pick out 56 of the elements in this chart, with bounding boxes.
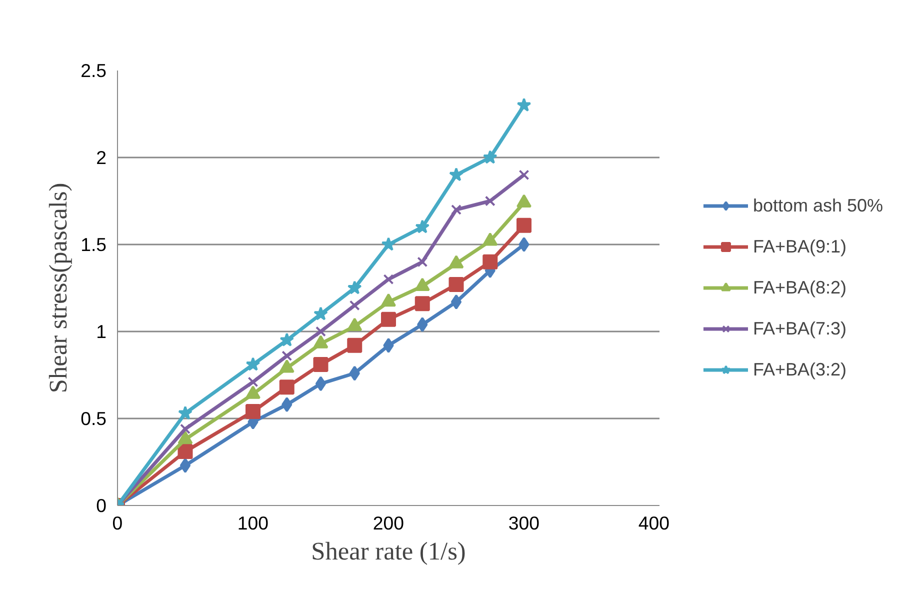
point	[180, 424, 190, 434]
x-tick-label: 200	[372, 512, 404, 534]
x-tick-label: 300	[508, 512, 540, 534]
point	[448, 277, 464, 292]
point	[315, 376, 326, 392]
point	[347, 338, 362, 353]
point	[282, 350, 292, 362]
point	[180, 458, 191, 473]
point	[349, 300, 360, 311]
point	[482, 150, 498, 164]
y-tick-label: 0.5	[80, 408, 107, 429]
y-tick-label: 0	[96, 495, 107, 516]
point	[417, 256, 428, 268]
point	[178, 406, 192, 420]
point	[518, 170, 530, 180]
legend-label: FA+BA(8:2)	[752, 277, 847, 298]
point	[451, 204, 462, 215]
y-tick-label: 1.5	[80, 234, 107, 255]
x-tick-label: 100	[237, 512, 269, 534]
y-tick-label: 2	[96, 147, 107, 168]
point	[246, 404, 260, 420]
point	[415, 220, 430, 234]
point	[246, 357, 260, 371]
y-axis-title: Shear stress(pascals)	[44, 182, 73, 394]
y-tick-label: 2.5	[80, 60, 107, 81]
point	[417, 317, 428, 332]
point	[383, 274, 394, 285]
point	[450, 294, 462, 310]
point	[279, 380, 294, 395]
point	[313, 357, 328, 372]
legend-label: FA+BA(7:3)	[752, 318, 847, 339]
x-tick-label: 400	[638, 512, 670, 534]
point	[383, 338, 394, 353]
legend-label: FA+BA(9:1)	[752, 236, 847, 257]
point	[516, 218, 532, 233]
point	[518, 237, 530, 252]
point	[248, 376, 258, 388]
point	[349, 366, 360, 381]
point	[381, 312, 396, 327]
point	[280, 332, 294, 346]
x-axis-title: Shear rate (1/s)	[311, 538, 466, 566]
point	[314, 306, 328, 320]
point	[516, 98, 532, 112]
point	[482, 254, 498, 270]
point	[381, 237, 396, 251]
point	[178, 444, 193, 460]
point	[414, 296, 430, 312]
point	[316, 326, 326, 337]
point	[282, 397, 292, 412]
y-tick-label: 1	[96, 321, 107, 342]
legend-label: bottom ash 50%	[752, 195, 884, 216]
point	[484, 196, 496, 206]
point	[449, 167, 464, 182]
point	[347, 280, 362, 294]
legend-label: FA+BA(3:2)	[752, 359, 847, 380]
x-tick-label: 0	[112, 512, 123, 534]
